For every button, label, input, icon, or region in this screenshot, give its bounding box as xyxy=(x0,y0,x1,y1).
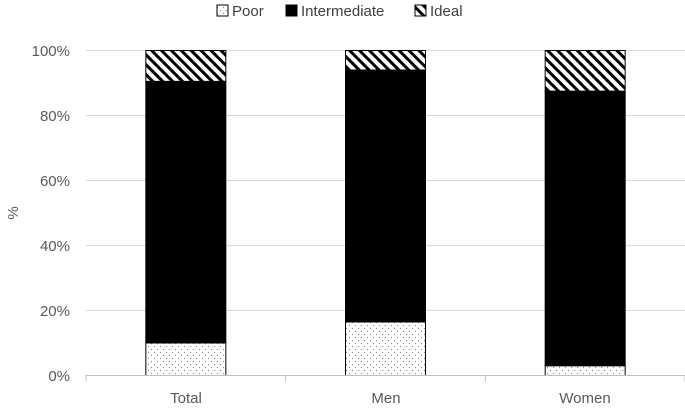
legend-item-poor: Poor xyxy=(216,3,264,20)
y-tick-label: 60% xyxy=(40,173,70,190)
y-axis-title: % xyxy=(5,206,22,219)
legend-swatch-intermediate xyxy=(285,4,298,17)
x-axis-labels: Total Men Women xyxy=(170,390,611,407)
y-tick-label: 0% xyxy=(48,368,70,385)
bar-segment-intermediate-total xyxy=(145,80,227,344)
bar-segment-poor-men xyxy=(345,321,426,376)
legend-label-ideal: Ideal xyxy=(430,3,463,20)
x-tick-label-total: Total xyxy=(170,390,202,407)
bar-segment-poor-women xyxy=(544,365,626,376)
y-tick-label: 80% xyxy=(40,108,70,125)
x-axis-tick-marks xyxy=(85,375,685,382)
x-tick-label-men: Men xyxy=(371,390,400,407)
y-tick-label: 40% xyxy=(40,238,70,255)
legend-item-ideal: Ideal xyxy=(414,3,463,20)
bar-segment-intermediate-women xyxy=(544,90,626,367)
legend-label-poor: Poor xyxy=(232,3,264,20)
x-tick-label-women: Women xyxy=(559,390,610,407)
legend-label-intermediate: Intermediate xyxy=(301,3,384,20)
y-axis-ticks: 0% 20% 40% 60% 80% 100% xyxy=(32,43,70,385)
legend-swatch-poor xyxy=(216,4,229,17)
legend: Poor Intermediate Ideal xyxy=(216,3,463,20)
bars xyxy=(145,50,626,376)
bar-segment-poor-total xyxy=(145,342,227,376)
y-tick-label: 100% xyxy=(32,43,70,60)
bar-segment-ideal-total xyxy=(145,50,227,82)
bar-segment-ideal-women xyxy=(544,50,626,92)
legend-item-intermediate: Intermediate xyxy=(285,3,384,20)
y-tick-label: 20% xyxy=(40,303,70,320)
bar-segment-ideal-men xyxy=(345,50,426,71)
bar-segment-intermediate-men xyxy=(345,69,426,323)
legend-swatch-ideal xyxy=(414,4,427,17)
